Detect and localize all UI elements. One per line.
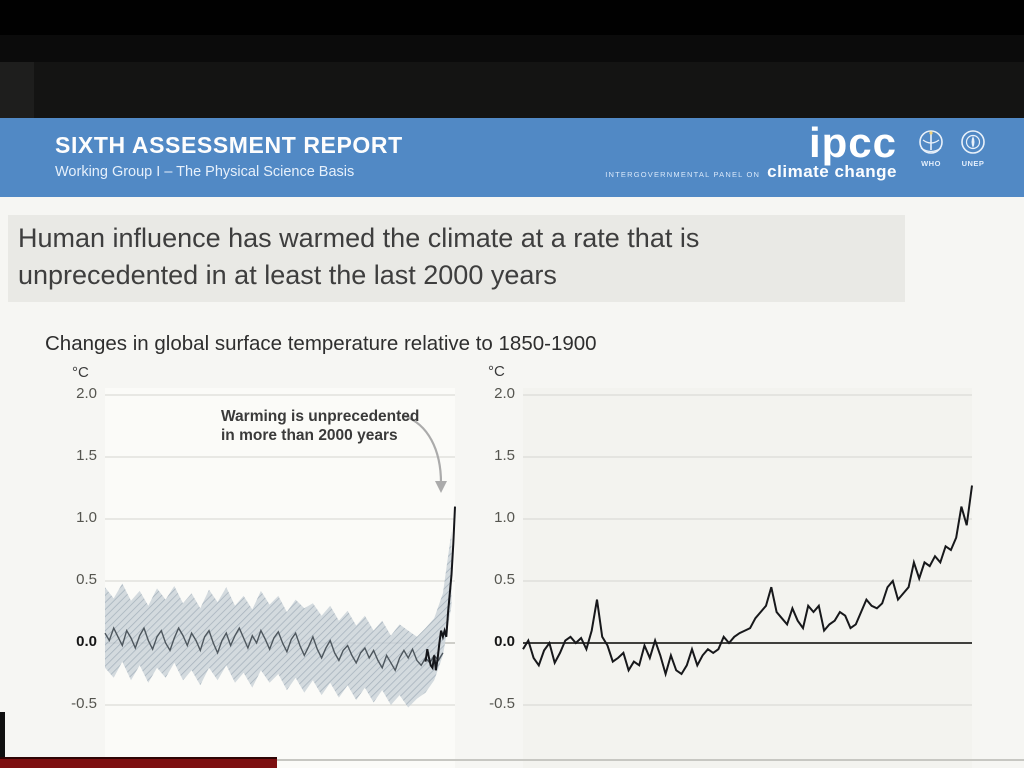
ipcc-tagline: INTERGOVERNMENTAL PANEL ON climate chang… (605, 162, 897, 182)
right-ytick-0.5: 0.5 (494, 571, 515, 588)
unep-label: UNEP (961, 159, 985, 168)
uncertainty-band (105, 531, 452, 708)
headline-band: Human influence has warmed the climate a… (8, 215, 905, 302)
unep-logo: UNEP (958, 128, 988, 168)
left-ytick--0.5: -0.5 (71, 695, 97, 712)
ipcc-logo: ipcc INTERGOVERNMENTAL PANEL ON climate … (605, 122, 897, 182)
left-observed-line (424, 506, 456, 671)
left-plot-area (105, 388, 455, 768)
unep-emblem-icon (961, 130, 985, 154)
right-ytick-1.5: 1.5 (494, 447, 515, 464)
reconstructed-line (104, 626, 444, 672)
headline-line-1: Human influence has warmed the climate a… (18, 223, 700, 253)
who-emblem-icon (919, 130, 943, 154)
footer-red-bar (0, 757, 277, 768)
letterbox-strip (0, 35, 1024, 62)
ipcc-tagline-small: INTERGOVERNMENTAL PANEL ON (605, 170, 761, 179)
right-ytick-2.0: 2.0 (494, 385, 515, 402)
chart-annotation: Warming is unprecedented in more than 20… (221, 407, 419, 445)
annotation-line-1: Warming is unprecedented (221, 408, 420, 425)
ipcc-wordmark: ipcc (808, 119, 897, 166)
top-letterbox (0, 0, 1024, 118)
report-header-bar: SIXTH ASSESSMENT REPORT Working Group I … (0, 118, 1024, 197)
letterbox-strip (0, 62, 34, 118)
slide-headline: Human influence has warmed the climate a… (8, 215, 905, 294)
right-unit-label: °C (488, 363, 505, 380)
org-logos: WHO UNEP (916, 128, 988, 168)
footer-divider-line (277, 759, 1024, 761)
left-edge-sliver (0, 712, 5, 757)
left-ytick-1.0: 1.0 (76, 509, 97, 526)
left-ytick-0.0: 0.0 (76, 633, 97, 650)
right-ytick-0.0: 0.0 (494, 633, 515, 650)
ipcc-tagline-large: climate change (767, 162, 897, 181)
letterbox-strip (0, 62, 1024, 118)
right-ytick--0.5: -0.5 (489, 695, 515, 712)
right-ytick-1.0: 1.0 (494, 509, 515, 526)
who-label: WHO (921, 159, 941, 168)
annotation-line-2: in more than 2000 years (221, 427, 398, 444)
annotation-arrowhead-icon (435, 481, 447, 493)
left-ytick-2.0: 2.0 (76, 385, 97, 402)
left-ytick-0.5: 0.5 (76, 571, 97, 588)
left-unit-label: °C (72, 364, 89, 381)
headline-line-2: unprecedented in at least the last 2000 … (18, 260, 557, 290)
report-title: SIXTH ASSESSMENT REPORT (55, 132, 403, 158)
right-gridlines (523, 394, 972, 706)
chart-heading: Changes in global surface temperature re… (45, 332, 597, 355)
report-subtitle: Working Group I – The Physical Science B… (55, 164, 355, 180)
left-ytick-1.5: 1.5 (76, 447, 97, 464)
who-logo: WHO (916, 128, 946, 168)
right-observed-line (522, 485, 973, 678)
right-plot-area (523, 388, 972, 768)
